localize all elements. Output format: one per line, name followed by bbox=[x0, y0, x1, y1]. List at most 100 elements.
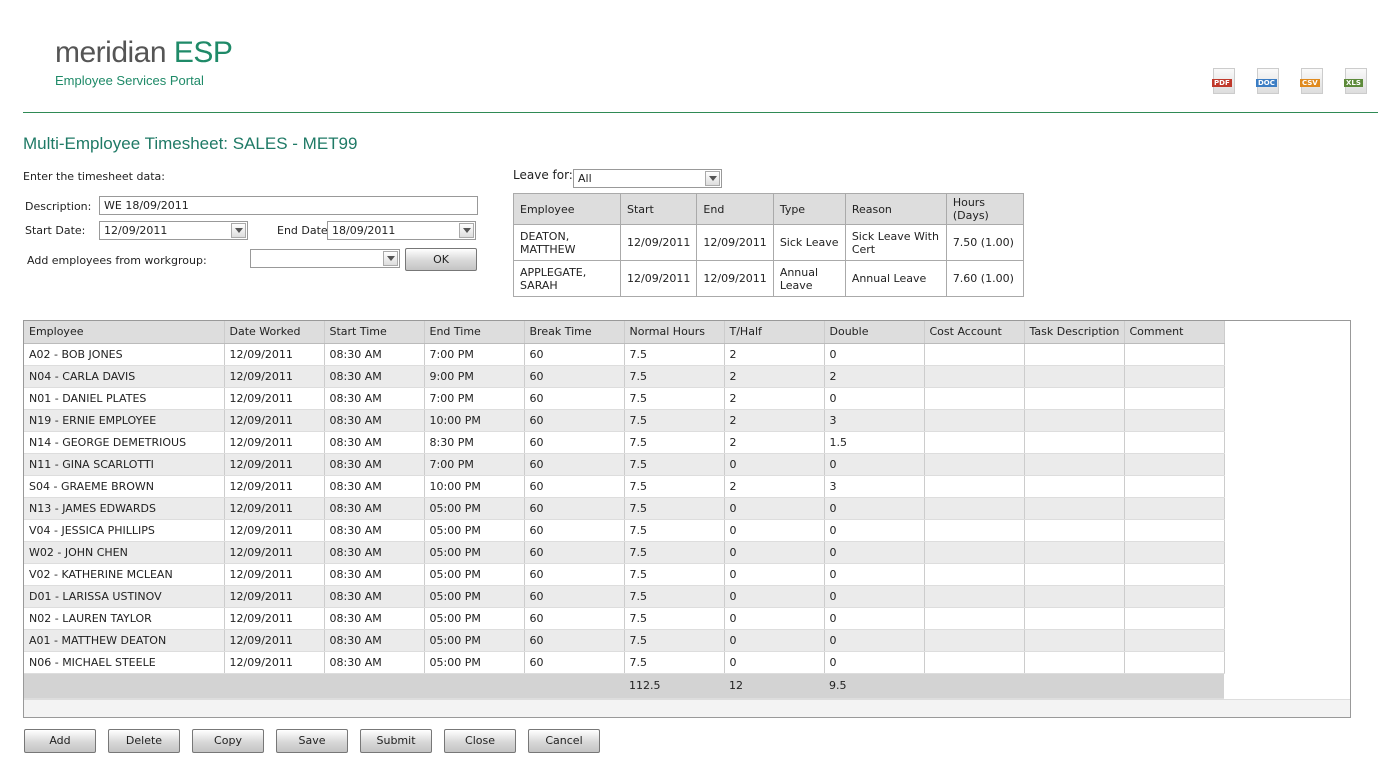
empty-cell[interactable] bbox=[1124, 563, 1225, 586]
cell[interactable]: N01 - DANIEL PLATES bbox=[24, 387, 225, 410]
cell[interactable]: 12/09/2011 bbox=[224, 563, 325, 586]
cell[interactable]: 05:00 PM bbox=[424, 651, 525, 674]
empty-cell[interactable] bbox=[924, 585, 1025, 608]
cell[interactable]: N11 - GINA SCARLOTTI bbox=[24, 453, 225, 476]
leave-filter[interactable]: All bbox=[573, 169, 722, 188]
cell[interactable]: 08:30 AM bbox=[324, 541, 425, 564]
cell[interactable]: N13 - JAMES EDWARDS bbox=[24, 497, 225, 520]
cell[interactable]: 60 bbox=[524, 497, 625, 520]
cell[interactable]: 7.5 bbox=[624, 541, 725, 564]
empty-cell[interactable] bbox=[924, 387, 1025, 410]
horizontal-scrollbar[interactable] bbox=[24, 699, 1350, 717]
cell[interactable]: 0 bbox=[724, 563, 825, 586]
empty-cell[interactable] bbox=[1024, 629, 1125, 652]
empty-cell[interactable] bbox=[1024, 409, 1125, 432]
cell[interactable]: 1.5 bbox=[824, 431, 925, 454]
workgroup-select[interactable] bbox=[250, 249, 400, 268]
export-icon[interactable]: CSV bbox=[1300, 68, 1323, 94]
cell[interactable]: 7.5 bbox=[624, 519, 725, 542]
dropdown-arrow[interactable] bbox=[705, 171, 720, 186]
empty-cell[interactable] bbox=[924, 629, 1025, 652]
dropdown-arrow[interactable] bbox=[383, 251, 398, 266]
empty-cell[interactable] bbox=[1124, 365, 1225, 388]
cell[interactable]: 08:30 AM bbox=[324, 585, 425, 608]
cell[interactable]: 7.5 bbox=[624, 563, 725, 586]
cell[interactable]: N14 - GEORGE DEMETRIOUS bbox=[24, 431, 225, 454]
cell[interactable]: A01 - MATTHEW DEATON bbox=[24, 629, 225, 652]
empty-cell[interactable] bbox=[1024, 475, 1125, 498]
cell[interactable]: 7.5 bbox=[624, 343, 725, 366]
cell[interactable]: 0 bbox=[824, 607, 925, 630]
cell[interactable]: 0 bbox=[724, 453, 825, 476]
cell[interactable]: 7:00 PM bbox=[424, 387, 525, 410]
empty-cell[interactable] bbox=[924, 343, 1025, 366]
cell[interactable]: S04 - GRAEME BROWN bbox=[24, 475, 225, 498]
cell[interactable]: 05:00 PM bbox=[424, 585, 525, 608]
empty-cell[interactable] bbox=[1124, 607, 1225, 630]
cell[interactable]: 7.5 bbox=[624, 409, 725, 432]
start-date-select[interactable]: 12/09/2011 bbox=[99, 221, 248, 240]
empty-cell[interactable] bbox=[924, 365, 1025, 388]
cell[interactable]: 05:00 PM bbox=[424, 629, 525, 652]
empty-cell[interactable] bbox=[924, 651, 1025, 674]
cell[interactable]: 0 bbox=[724, 585, 825, 608]
empty-cell[interactable] bbox=[924, 541, 1025, 564]
cell[interactable]: 60 bbox=[524, 475, 625, 498]
cell[interactable]: 08:30 AM bbox=[324, 365, 425, 388]
cell[interactable]: D01 - LARISSA USTINOV bbox=[24, 585, 225, 608]
empty-cell[interactable] bbox=[924, 409, 1025, 432]
empty-cell[interactable] bbox=[1024, 563, 1125, 586]
empty-cell[interactable] bbox=[1024, 585, 1125, 608]
end-date-select[interactable]: 18/09/2011 bbox=[327, 221, 476, 240]
ok-button[interactable]: OK bbox=[405, 248, 477, 271]
cell[interactable]: 08:30 AM bbox=[324, 409, 425, 432]
cell[interactable]: 7.5 bbox=[624, 497, 725, 520]
cell[interactable]: 60 bbox=[524, 651, 625, 674]
empty-cell[interactable] bbox=[1124, 387, 1225, 410]
cell[interactable]: 7.5 bbox=[624, 365, 725, 388]
empty-cell[interactable] bbox=[1124, 519, 1225, 542]
empty-cell[interactable] bbox=[924, 519, 1025, 542]
cell[interactable]: 08:30 AM bbox=[324, 519, 425, 542]
cell[interactable]: 2 bbox=[724, 431, 825, 454]
cell[interactable]: 0 bbox=[824, 585, 925, 608]
cell[interactable]: N06 - MICHAEL STEELE bbox=[24, 651, 225, 674]
cell[interactable]: N02 - LAUREN TAYLOR bbox=[24, 607, 225, 630]
cell[interactable]: 2 bbox=[824, 365, 925, 388]
cell[interactable]: 2 bbox=[724, 387, 825, 410]
export-icon[interactable]: XLS bbox=[1344, 68, 1367, 94]
cell[interactable]: 8:30 PM bbox=[424, 431, 525, 454]
cell[interactable]: 7.5 bbox=[624, 431, 725, 454]
cell[interactable]: 60 bbox=[524, 541, 625, 564]
export-icon[interactable]: PDF bbox=[1212, 68, 1235, 94]
cell[interactable]: 60 bbox=[524, 519, 625, 542]
cell[interactable]: 08:30 AM bbox=[324, 607, 425, 630]
cell[interactable]: 12/09/2011 bbox=[224, 365, 325, 388]
cell[interactable]: 0 bbox=[724, 629, 825, 652]
empty-cell[interactable] bbox=[1024, 541, 1125, 564]
empty-cell[interactable] bbox=[1124, 431, 1225, 454]
cell[interactable]: 0 bbox=[724, 519, 825, 542]
cell[interactable]: A02 - BOB JONES bbox=[24, 343, 225, 366]
cell[interactable]: 60 bbox=[524, 453, 625, 476]
cell[interactable]: 7.5 bbox=[624, 651, 725, 674]
cell[interactable]: 60 bbox=[524, 629, 625, 652]
cell[interactable]: 0 bbox=[824, 343, 925, 366]
cell[interactable]: 7.5 bbox=[624, 387, 725, 410]
cell[interactable]: 0 bbox=[824, 651, 925, 674]
empty-cell[interactable] bbox=[1024, 343, 1125, 366]
cell[interactable]: 3 bbox=[824, 409, 925, 432]
empty-cell[interactable] bbox=[1124, 343, 1225, 366]
empty-cell[interactable] bbox=[1024, 453, 1125, 476]
cell[interactable]: 0 bbox=[724, 497, 825, 520]
cell[interactable]: 60 bbox=[524, 563, 625, 586]
cell[interactable]: 2 bbox=[724, 409, 825, 432]
cell[interactable]: 9:00 PM bbox=[424, 365, 525, 388]
cell[interactable]: 05:00 PM bbox=[424, 607, 525, 630]
cell[interactable]: 05:00 PM bbox=[424, 563, 525, 586]
cell[interactable]: 0 bbox=[824, 541, 925, 564]
empty-cell[interactable] bbox=[1124, 475, 1225, 498]
cell[interactable]: 2 bbox=[724, 475, 825, 498]
cell[interactable]: 05:00 PM bbox=[424, 541, 525, 564]
cell[interactable]: 12/09/2011 bbox=[224, 541, 325, 564]
